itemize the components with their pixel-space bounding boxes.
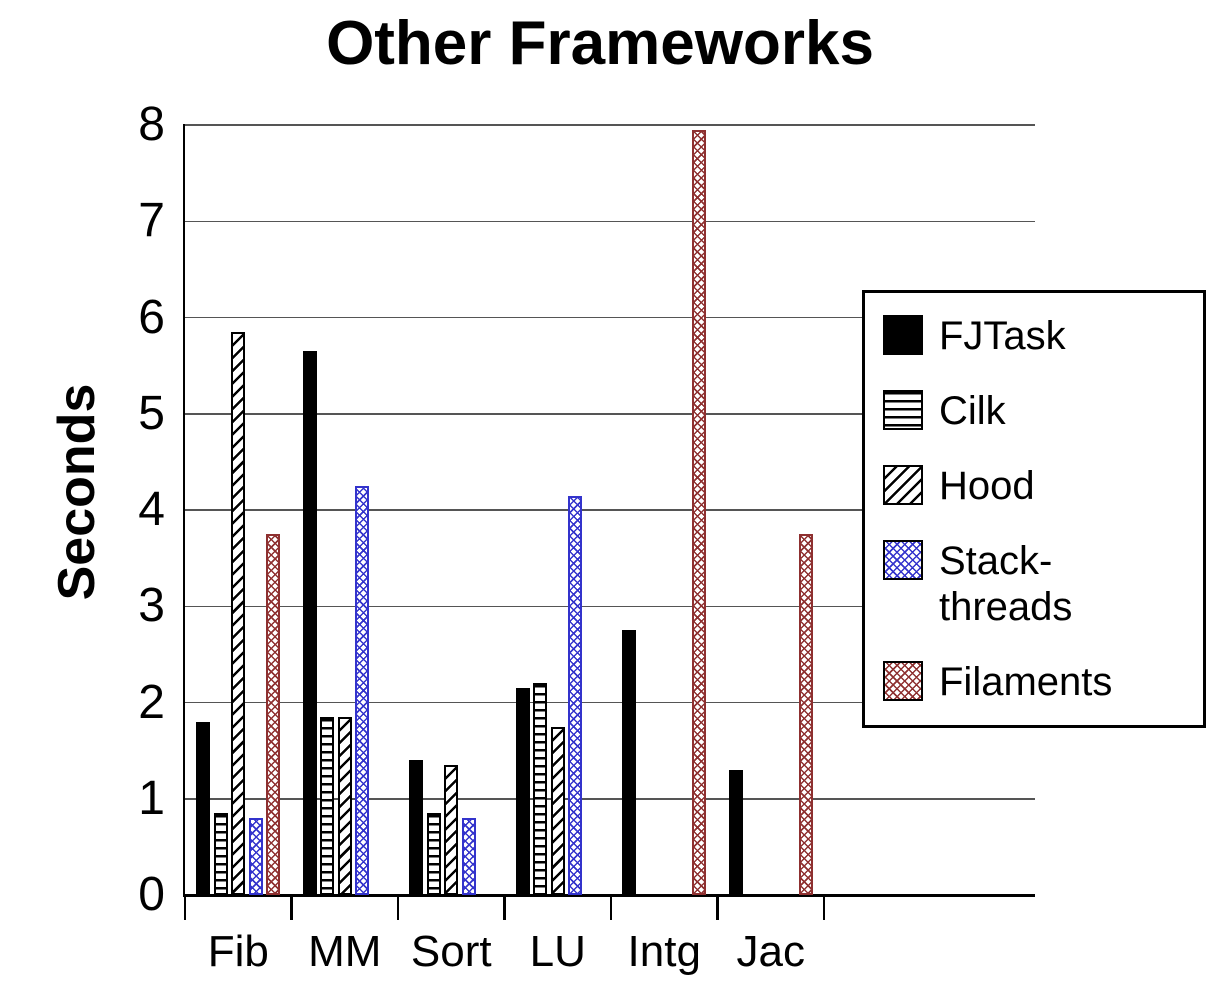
legend: FJTask Cilk Hood Stack- threads Filaments: [862, 290, 1206, 728]
bar-filaments-intg: [692, 129, 707, 895]
legend-swatch-stack-threads: [883, 540, 923, 580]
x-axis-category-label-jac: Jac: [736, 927, 805, 976]
bar-cilk-mm: [320, 716, 335, 895]
x-axis-category-label-fib: Fib: [207, 927, 269, 976]
bar-fjtask-mm: [302, 351, 317, 895]
legend-swatch-hood: [883, 465, 923, 505]
legend-label-cilk: Cilk: [939, 389, 1006, 433]
bar-stack-threads-mm: [355, 485, 370, 895]
legend-label-fjtask: FJTask: [939, 314, 1066, 358]
gridline-3: [185, 605, 1035, 607]
chart-title: Other Frameworks: [326, 9, 874, 78]
x-tick-mark-4: [609, 895, 613, 920]
y-tick-label-3: 3: [138, 579, 165, 633]
x-tick-mark-3: [503, 895, 506, 920]
y-tick-label-0: 0: [138, 868, 165, 921]
y-tick-label-4: 4: [138, 483, 165, 536]
x-tick-mark-5: [716, 895, 719, 920]
bar-cilk-sort: [426, 813, 441, 895]
legend-label-filaments: Filaments: [939, 660, 1113, 704]
legend-label-hood: Hood: [939, 464, 1035, 508]
bar-hood-lu: [550, 726, 565, 895]
bar-fjtask-sort: [409, 760, 424, 895]
x-axis-category-label-intg: Intg: [627, 927, 701, 976]
y-tick-label-8: 8: [138, 98, 165, 151]
bar-stack-threads-sort: [461, 818, 476, 895]
x-tick-mark-0: [183, 895, 187, 920]
y-tick-label-5: 5: [138, 386, 165, 440]
bar-fjtask-intg: [622, 630, 637, 895]
x-axis-category-label-lu: LU: [529, 927, 586, 976]
bar-fjtask-jac: [728, 769, 743, 895]
x-axis-line: [182, 894, 1035, 897]
y-tick-label-2: 2: [138, 675, 165, 729]
y-tick-label-7: 7: [138, 194, 165, 248]
x-axis-category-label-mm: MM: [308, 927, 382, 976]
x-tick-mark-1: [290, 895, 293, 920]
bar-filaments-jac: [798, 534, 813, 895]
legend-swatch-cilk: [883, 390, 923, 430]
legend-item-hood: Hood: [883, 463, 1185, 509]
x-tick-mark-2: [396, 895, 400, 920]
gridline-7: [185, 220, 1035, 222]
y-tick-label-6: 6: [138, 290, 165, 344]
bar-cilk-lu: [533, 683, 548, 895]
bar-stack-threads-lu: [568, 495, 583, 895]
x-axis-category-label-sort: Sort: [410, 927, 492, 976]
x-tick-mark-6: [822, 895, 826, 920]
legend-swatch-fjtask: [883, 315, 923, 355]
gridline-1: [185, 798, 1035, 800]
legend-item-stack-threads: Stack- threads: [883, 538, 1185, 630]
gridline-8: [185, 124, 1035, 126]
legend-label-stack-threads: Stack- threads: [939, 539, 1073, 629]
gridline-6: [185, 316, 1035, 319]
gridline-2: [185, 701, 1035, 704]
y-axis-line: [182, 124, 185, 896]
gridline-5: [185, 413, 1035, 415]
y-tick-label-1: 1: [138, 771, 165, 825]
legend-swatch-filaments: [883, 661, 923, 701]
legend-item-filaments: Filaments: [883, 659, 1185, 705]
gridline-4: [185, 509, 1035, 511]
bar-cilk-fib: [213, 813, 228, 895]
bar-filaments-fib: [266, 534, 281, 895]
bar-hood-fib: [231, 331, 246, 895]
bar-hood-mm: [337, 716, 352, 895]
bar-stack-threads-fib: [248, 818, 263, 895]
legend-item-cilk: Cilk: [883, 388, 1185, 434]
bar-hood-sort: [444, 765, 459, 895]
legend-item-fjtask: FJTask: [883, 313, 1185, 359]
bar-fjtask-fib: [196, 721, 211, 895]
bar-fjtask-lu: [515, 688, 530, 895]
